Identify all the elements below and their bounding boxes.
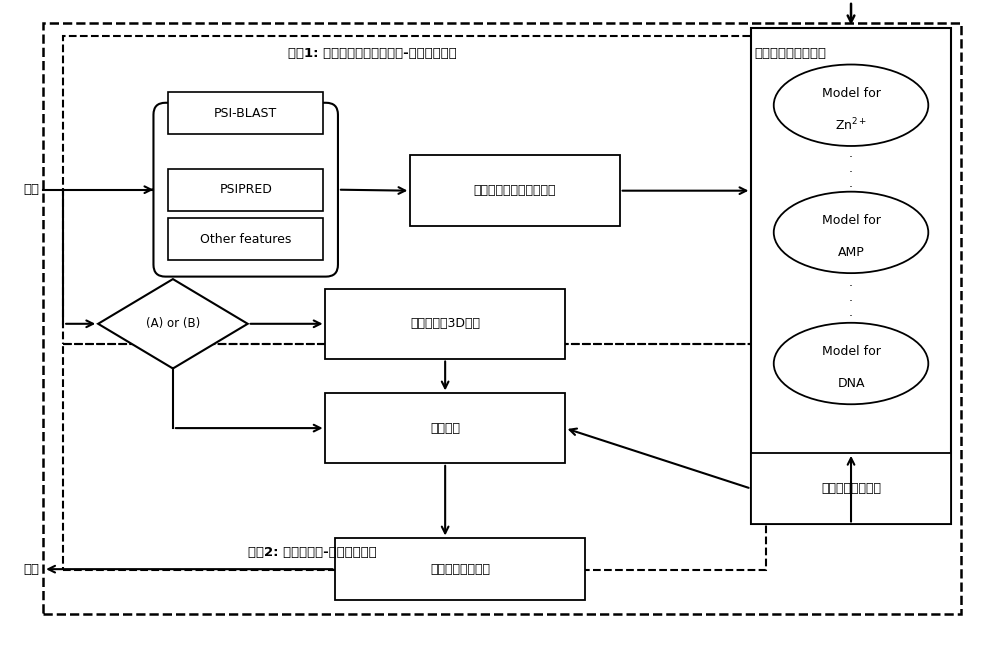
Text: Zn$^{2+}$: Zn$^{2+}$ bbox=[835, 117, 867, 133]
Text: Other features: Other features bbox=[200, 233, 291, 246]
Bar bbox=[335, 538, 585, 600]
Text: 绑定残基预测结果: 绑定残基预测结果 bbox=[821, 482, 881, 495]
Text: 提取每个残基的特征向量: 提取每个残基的特征向量 bbox=[474, 184, 556, 197]
Bar bbox=[168, 92, 323, 134]
Text: 响应: 响应 bbox=[23, 563, 39, 576]
Text: 空间聚类: 空间聚类 bbox=[430, 422, 460, 435]
Text: Model for: Model for bbox=[822, 214, 880, 227]
Ellipse shape bbox=[774, 192, 928, 273]
Text: PSIPRED: PSIPRED bbox=[219, 183, 272, 196]
Text: 配体特异性预测模型: 配体特异性预测模型 bbox=[754, 47, 826, 60]
Text: ·
·
·: · · · bbox=[849, 280, 853, 323]
Bar bbox=[325, 289, 565, 358]
Bar bbox=[168, 219, 323, 260]
Text: 请求: 请求 bbox=[23, 183, 39, 196]
Text: 阶段1: 从序列出发预测蛋白质-配体绑定残基: 阶段1: 从序列出发预测蛋白质-配体绑定残基 bbox=[288, 47, 456, 60]
Bar bbox=[751, 28, 951, 524]
Text: 从序列进行3D建模: 从序列进行3D建模 bbox=[410, 317, 480, 330]
Text: AMP: AMP bbox=[838, 246, 864, 259]
Text: Model for: Model for bbox=[822, 87, 880, 100]
Bar bbox=[410, 155, 620, 227]
Bar bbox=[63, 343, 766, 570]
Bar bbox=[168, 169, 323, 210]
Text: (A) or (B): (A) or (B) bbox=[146, 317, 200, 330]
Polygon shape bbox=[98, 279, 248, 368]
Text: DNA: DNA bbox=[837, 377, 865, 390]
Bar bbox=[751, 453, 951, 524]
FancyBboxPatch shape bbox=[153, 103, 338, 277]
Bar bbox=[63, 36, 766, 343]
Text: ·
·
·: · · · bbox=[849, 151, 853, 195]
Bar bbox=[325, 393, 565, 463]
Ellipse shape bbox=[774, 65, 928, 146]
Text: 绑定区域预测结果: 绑定区域预测结果 bbox=[430, 563, 490, 576]
Text: PSI-BLAST: PSI-BLAST bbox=[214, 106, 277, 119]
Text: 阶段2: 预测蛋白质-配体绑定区域: 阶段2: 预测蛋白质-配体绑定区域 bbox=[248, 546, 376, 559]
Ellipse shape bbox=[774, 323, 928, 404]
Text: Model for: Model for bbox=[822, 345, 880, 358]
